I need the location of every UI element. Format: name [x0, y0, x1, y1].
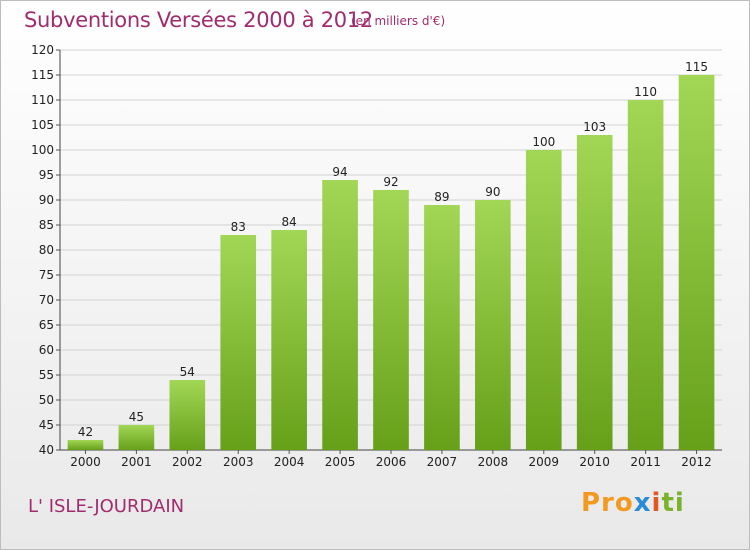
- y-tick-label: 100: [31, 143, 54, 157]
- data-label: 115: [685, 60, 708, 74]
- data-label: 94: [332, 165, 347, 179]
- y-tick-label: 70: [39, 293, 54, 307]
- logo-part: x: [633, 488, 652, 518]
- bar: [627, 100, 664, 450]
- chart-title: Subventions Versées 2000 à 2012: [24, 8, 373, 32]
- logo-part: Pro: [581, 488, 634, 518]
- bar: [373, 190, 409, 450]
- logo-part: ti: [661, 488, 685, 518]
- bar: [118, 425, 155, 450]
- x-tick-label: 2003: [223, 455, 254, 469]
- y-tick-label: 120: [31, 43, 54, 57]
- x-tick-label: 2006: [376, 455, 407, 469]
- data-label: 84: [282, 215, 297, 229]
- data-label: 89: [434, 190, 449, 204]
- logo-part: i: [651, 488, 662, 518]
- bar: [525, 150, 562, 450]
- y-tick-label: 115: [31, 68, 54, 82]
- place-name: L' ISLE-JOURDAIN: [28, 496, 185, 517]
- data-label: 100: [532, 135, 555, 149]
- data-label: 54: [180, 365, 195, 379]
- y-tick-label: 105: [31, 118, 54, 132]
- x-tick-label: 2005: [325, 455, 356, 469]
- data-label: 45: [129, 410, 144, 424]
- label-layer: 42 45 54 83 84 94 92 89 90 100 103 110 115: [78, 60, 708, 439]
- bar: [271, 230, 307, 450]
- bar: [424, 205, 460, 450]
- y-tick-label: 55: [39, 368, 54, 382]
- y-tick-label: 60: [39, 343, 54, 357]
- y-tick-label: 80: [39, 243, 54, 257]
- y-tick-label: 50: [39, 393, 54, 407]
- data-label: 103: [583, 120, 606, 134]
- x-tick-label: 2009: [528, 455, 559, 469]
- y-tick-label: 110: [31, 93, 54, 107]
- bar-layer: [67, 75, 715, 450]
- y-tick-label: 40: [39, 443, 54, 457]
- data-label: 83: [231, 220, 246, 234]
- x-tick-label: 2011: [630, 455, 661, 469]
- bar: [576, 135, 613, 450]
- y-tick-label: 45: [39, 418, 54, 432]
- y-tick-label: 75: [39, 268, 54, 282]
- bar: [678, 75, 715, 450]
- x-tick-label: 2000: [70, 455, 101, 469]
- y-tick-label: 90: [39, 193, 54, 207]
- bar: [169, 380, 206, 450]
- bar: [322, 180, 358, 450]
- y-tick-label: 95: [39, 168, 54, 182]
- data-label: 92: [383, 175, 398, 189]
- x-tick-label: 2002: [172, 455, 203, 469]
- bar: [220, 235, 257, 450]
- x-tick-label: 2010: [579, 455, 610, 469]
- proxiti-logo: Proxiti: [581, 488, 685, 518]
- bar: [67, 440, 104, 450]
- x-tick-label: 2012: [681, 455, 712, 469]
- x-tick-label: 2001: [121, 455, 152, 469]
- x-tick-label: 2008: [478, 455, 509, 469]
- chart-subtitle: (en milliers d'€): [351, 14, 446, 28]
- y-tick-label: 65: [39, 318, 54, 332]
- x-tick-label: 2007: [427, 455, 458, 469]
- bar: [475, 200, 511, 450]
- data-label: 110: [634, 85, 657, 99]
- y-tick-label: 85: [39, 218, 54, 232]
- data-label: 90: [485, 185, 500, 199]
- data-label: 42: [78, 425, 93, 439]
- x-tick-label: 2004: [274, 455, 305, 469]
